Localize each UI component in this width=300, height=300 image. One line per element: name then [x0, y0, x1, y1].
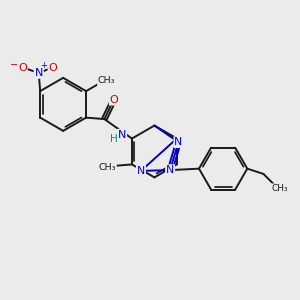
Text: N: N [118, 130, 126, 140]
Text: CH₃: CH₃ [98, 163, 116, 172]
Text: N: N [137, 166, 145, 176]
Text: CH₃: CH₃ [271, 184, 288, 193]
Text: O: O [18, 63, 27, 73]
Text: N: N [166, 165, 174, 175]
Text: +: + [40, 61, 47, 70]
Text: N: N [34, 68, 43, 78]
Text: O: O [49, 63, 57, 73]
Text: O: O [110, 94, 118, 105]
Text: N: N [174, 137, 183, 147]
Text: −: − [10, 60, 18, 70]
Text: H: H [110, 134, 118, 143]
Text: CH₃: CH₃ [98, 76, 116, 85]
